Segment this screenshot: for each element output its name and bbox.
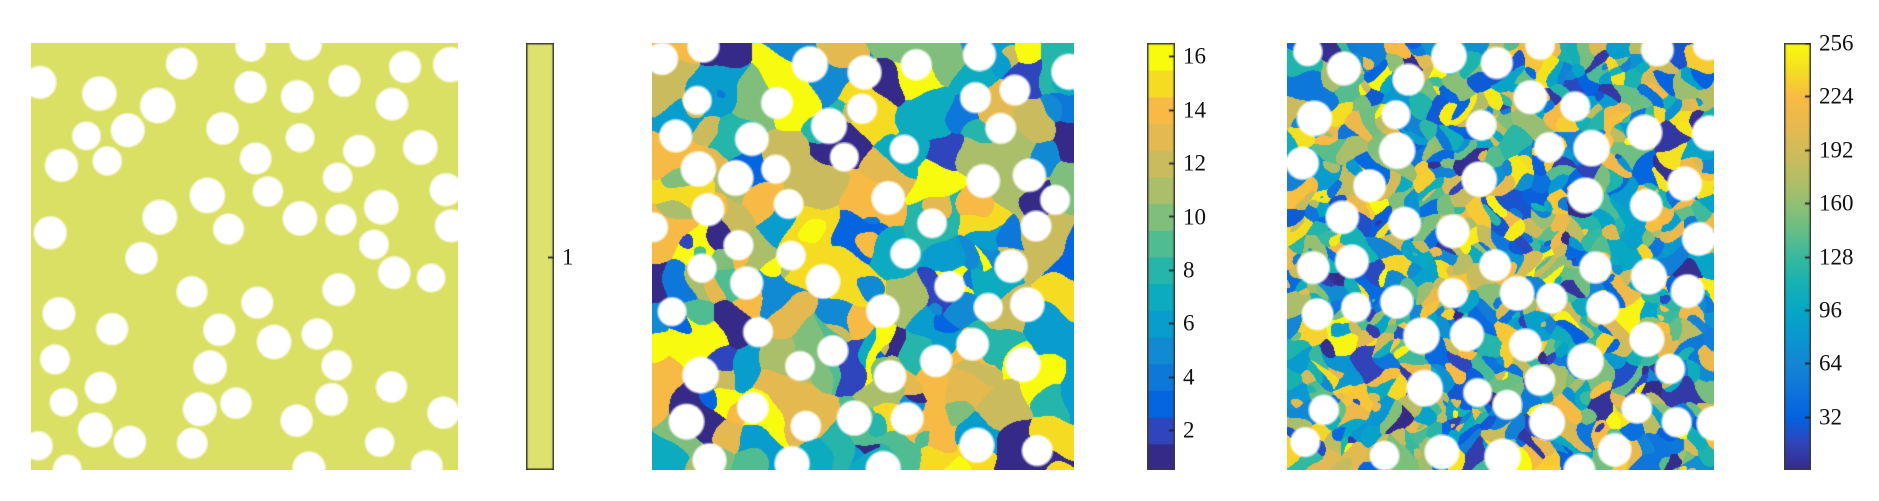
colorbar-tick-label: 2 [1183, 417, 1195, 443]
colorbar-2 [1147, 43, 1175, 470]
colorbar-tick-label: 192 [1819, 137, 1854, 163]
colorbar-tick-label: 32 [1819, 404, 1842, 430]
colorbar-tick-label: 160 [1819, 190, 1854, 216]
colorbar-1 [526, 43, 554, 470]
colorbar-tick-label: 6 [1183, 310, 1195, 336]
colorbar-3 [1784, 43, 1811, 470]
colorbar-tick-label: 224 [1819, 83, 1854, 109]
colorbar-tick-label: 4 [1183, 364, 1195, 390]
colorbar-tick-label: 128 [1819, 244, 1854, 269]
colorbar-tick-label: 10 [1183, 204, 1206, 229]
colorbar-3-tick-labels: 32 64 96 128 160 192 224 256 [1819, 32, 1879, 470]
grain-map-3-canvas [1287, 43, 1714, 470]
grain-map-2-canvas [652, 43, 1074, 470]
colorbar-2-tick-labels: 2 4 6 8 10 12 14 16 [1183, 43, 1253, 470]
colorbar-1-tick-labels: 1 [562, 43, 632, 470]
grain-map-1-canvas [31, 43, 458, 470]
colorbar-tick-label: 14 [1183, 97, 1206, 123]
colorbar-tick-label: 64 [1819, 350, 1842, 376]
colorbar-tick-label: 96 [1819, 297, 1842, 323]
colorbar-tick-label: 12 [1183, 150, 1206, 176]
colorbar-tick-label: 16 [1183, 43, 1206, 69]
colorbar-tick-label: 8 [1183, 257, 1195, 283]
colorbar-tick-label: 256 [1819, 30, 1854, 56]
colorbar-tick-label: 1 [562, 244, 574, 269]
